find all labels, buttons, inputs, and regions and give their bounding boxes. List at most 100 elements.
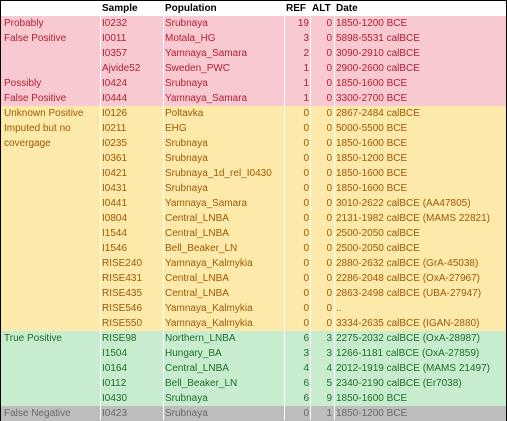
alt-cell[interactable]: 0 — [326, 108, 332, 119]
table-row[interactable]: I0804 Central_LNBA 0 0 2131-1982 calBCE (MAM… — [1, 211, 506, 226]
sample-cell[interactable]: I0430 — [102, 393, 128, 404]
population-cell[interactable]: Yamnaya_Kalmykia — [165, 258, 253, 269]
ref-cell[interactable]: 0 — [303, 198, 309, 209]
population-cell[interactable]: Hungary_BA — [165, 348, 222, 359]
alt-cell[interactable]: 0 — [326, 243, 332, 254]
alt-cell[interactable]: 0 — [326, 228, 332, 239]
sample-cell[interactable]: RISE435 — [102, 288, 143, 299]
sample-cell[interactable]: I0423 — [102, 408, 128, 419]
sample-cell[interactable]: I0804 — [102, 213, 128, 224]
sample-cell[interactable]: I0441 — [102, 198, 128, 209]
table-row[interactable]: I1546 Bell_Beaker_LN 0 0 2500-2050 calBCE — [1, 241, 506, 256]
header-group[interactable] — [4, 1, 100, 16]
alt-cell[interactable]: 0 — [326, 168, 332, 179]
population-cell[interactable]: Motala_HG — [165, 33, 216, 44]
population-cell[interactable]: Srubnaya — [165, 78, 208, 89]
date-cell[interactable]: 2012-1919 calBCE (MAMS 21497) — [336, 363, 490, 374]
ref-cell[interactable]: 0 — [303, 408, 309, 419]
sample-cell[interactable]: I1504 — [102, 348, 128, 359]
ref-cell[interactable]: 4 — [303, 363, 309, 374]
sample-cell[interactable]: I0211 — [102, 123, 127, 134]
header-alt[interactable]: ALT — [312, 3, 331, 14]
table-row[interactable]: RISE431 Central_LNBA 0 0 2286-2048 calBCE (O… — [1, 271, 506, 286]
population-cell[interactable]: Central_LNBA — [165, 288, 229, 299]
date-cell[interactable]: 3300-2700 BCE — [336, 93, 408, 104]
population-cell[interactable]: Central_LNBA — [165, 363, 229, 374]
population-cell[interactable]: Yamnaya_Kalmykia — [165, 303, 253, 314]
population-cell[interactable]: Northern_LNBA — [165, 333, 236, 344]
population-cell[interactable]: Yamnaya_Samara — [165, 198, 248, 209]
ref-cell[interactable]: 2 — [303, 48, 309, 59]
alt-cell[interactable]: 0 — [326, 303, 332, 314]
date-cell[interactable]: 1850-1200 BCE — [336, 18, 408, 29]
ref-cell[interactable]: 0 — [303, 123, 309, 134]
ref-cell[interactable]: 0 — [303, 243, 309, 254]
ref-cell[interactable]: 0 — [303, 288, 309, 299]
alt-cell[interactable]: 0 — [326, 138, 332, 149]
sample-cell[interactable]: RISE550 — [102, 318, 143, 329]
date-cell[interactable]: 2340-2190 calBCE (Er7038) — [336, 378, 462, 389]
date-cell[interactable]: 2275-2032 calBCE (OxA-28987) — [336, 333, 480, 344]
ref-cell[interactable]: 3 — [303, 33, 309, 44]
sample-cell[interactable]: I0235 — [102, 138, 128, 149]
population-cell[interactable]: Srubnaya — [165, 18, 208, 29]
alt-cell[interactable]: 0 — [326, 93, 332, 104]
alt-cell[interactable]: 0 — [326, 78, 332, 89]
table-row[interactable]: I0211 EHG 0 0 5000-5500 BCE — [1, 121, 506, 136]
ref-cell[interactable]: 0 — [303, 183, 309, 194]
alt-cell[interactable]: 0 — [326, 63, 332, 74]
sample-cell[interactable]: RISE98 — [102, 333, 137, 344]
date-cell[interactable]: 2880-2632 calBCE (GrA-45038) — [336, 258, 479, 269]
table-row[interactable]: RISE240 Yamnaya_Kalmykia 0 0 2880-2632 calBC… — [1, 256, 506, 271]
sample-cell[interactable]: I0431 — [102, 183, 128, 194]
alt-cell[interactable]: 0 — [326, 153, 332, 164]
sample-cell[interactable]: I0232 — [102, 18, 128, 29]
ref-cell[interactable]: 0 — [303, 213, 309, 224]
population-cell[interactable]: Central_LNBA — [165, 228, 229, 239]
table-row[interactable]: I0421 Srubnaya_1d_rel_I0430 0 0 1850-1600 BC… — [1, 166, 506, 181]
date-cell[interactable]: 2131-1982 calBCE (MAMS 22821) — [336, 213, 490, 224]
alt-cell[interactable]: 3 — [326, 348, 332, 359]
table-row[interactable]: RISE546 Yamnaya_Kalmykia 0 0.. — [1, 301, 506, 316]
alt-cell[interactable]: 0 — [326, 198, 332, 209]
population-cell[interactable]: Central_LNBA — [165, 273, 229, 284]
table-row[interactable]: I0424 Srubnaya 1 0 1850-1600 BCE — [1, 76, 506, 91]
population-cell[interactable]: Yamnaya_Samara — [165, 48, 248, 59]
ref-cell[interactable]: 0 — [303, 303, 309, 314]
ref-cell[interactable]: 6 — [303, 333, 309, 344]
alt-cell[interactable]: 5 — [326, 378, 332, 389]
population-cell[interactable]: Sweden_PWC — [165, 63, 231, 74]
table-row[interactable]: I0361 Srubnaya 0 0 1850-1200 BCE — [1, 151, 506, 166]
table-row[interactable]: I0126 Poltavka 0 0 2867-2484 calBCE — [1, 106, 506, 121]
ref-cell[interactable]: 6 — [303, 378, 309, 389]
population-cell[interactable]: Bell_Beaker_LN — [165, 378, 238, 389]
date-cell[interactable]: 1850-1600 BCE — [336, 168, 408, 179]
date-cell[interactable]: 2867-2484 calBCE — [336, 108, 420, 119]
ref-cell[interactable]: 0 — [303, 228, 309, 239]
date-cell[interactable]: 1850-1600 BCE — [336, 78, 408, 89]
table-row[interactable]: I0232 Srubnaya 19 0 1850-1200 BCE — [1, 16, 506, 31]
population-cell[interactable]: Srubnaya — [165, 183, 208, 194]
alt-cell[interactable]: 1 — [326, 408, 332, 419]
alt-cell[interactable]: 0 — [326, 288, 332, 299]
population-cell[interactable]: Bell_Beaker_LN — [165, 243, 238, 254]
sample-cell[interactable]: RISE546 — [102, 303, 143, 314]
alt-cell[interactable]: 0 — [326, 273, 332, 284]
table-row[interactable]: I0441 Yamnaya_Samara 0 0 3010-2622 calBCE (A… — [1, 196, 506, 211]
sample-cell[interactable]: RISE240 — [102, 258, 143, 269]
table-row[interactable]: I1544 Central_LNBA 0 0 2500-2050 calBCE — [1, 226, 506, 241]
sample-cell[interactable]: I0164 — [102, 363, 128, 374]
ref-cell[interactable]: 0 — [303, 258, 309, 269]
header-sample[interactable]: Sample — [102, 3, 138, 14]
sample-cell[interactable]: I0357 — [102, 48, 128, 59]
date-cell[interactable]: 2286-2048 calBCE (OxA-27967) — [336, 273, 480, 284]
ref-cell[interactable]: 19 — [297, 18, 309, 29]
sample-cell[interactable]: I0444 — [102, 93, 128, 104]
sample-cell[interactable]: I0112 — [102, 378, 127, 389]
table-row[interactable]: I0357 Yamnaya_Samara 2 0 3090-2910 calBCE — [1, 46, 506, 61]
date-cell[interactable]: 3334-2635 calBCE (IGAN-2880) — [336, 318, 480, 329]
date-cell[interactable]: .. — [336, 303, 342, 314]
population-cell[interactable]: Srubnaya_1d_rel_I0430 — [165, 168, 272, 179]
table-row[interactable]: I0431 Srubnaya 0 0 1850-1600 BCE — [1, 181, 506, 196]
date-cell[interactable]: 5898-5531 calBCE — [336, 33, 420, 44]
